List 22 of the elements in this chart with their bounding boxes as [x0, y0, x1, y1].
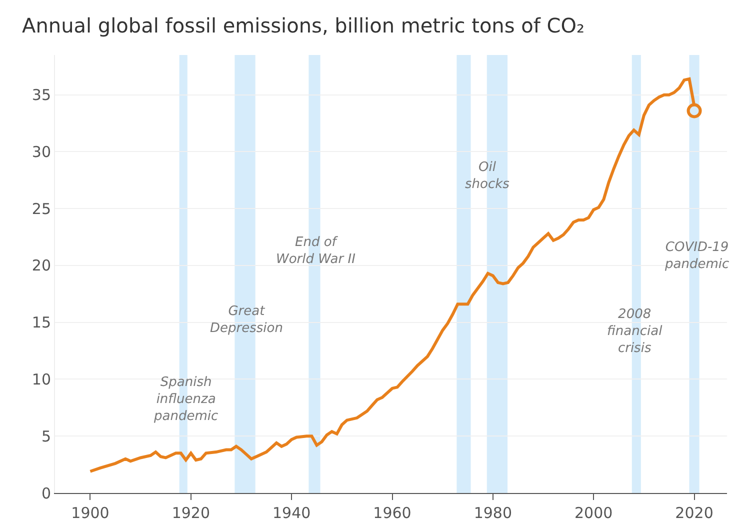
chart-title: Annual global fossil emissions, billion metric tons of CO₂: [22, 14, 585, 38]
x-tick-label: 2020: [675, 504, 714, 522]
y-tick-label: 5: [41, 427, 51, 446]
y-tick-label: 20: [32, 256, 51, 275]
x-tick-label: 2000: [574, 504, 613, 522]
y-tick-label: 10: [32, 370, 51, 388]
x-tick-label: 1960: [373, 504, 412, 522]
annotation: Oil shocks: [465, 160, 510, 192]
y-tick-label: 30: [32, 142, 51, 161]
y-tick-label: 15: [32, 314, 51, 332]
y-tick-label: 35: [32, 86, 51, 104]
x-tick-label: 1900: [71, 504, 110, 522]
annotation: Spanish influenza pandemic: [153, 375, 218, 424]
annotation: Great Depression: [210, 304, 283, 336]
x-tick-label: 1980: [474, 504, 512, 522]
annotation: 2008 financial crisis: [607, 307, 663, 356]
annotation: COVID-19 pandemic: [664, 240, 730, 272]
y-tick-label: 25: [32, 200, 51, 218]
annotation: End of World War II: [276, 235, 356, 267]
x-tick-label: 1940: [272, 504, 311, 522]
x-tick-label: 1920: [172, 504, 210, 522]
y-tick-label: 0: [41, 484, 51, 502]
